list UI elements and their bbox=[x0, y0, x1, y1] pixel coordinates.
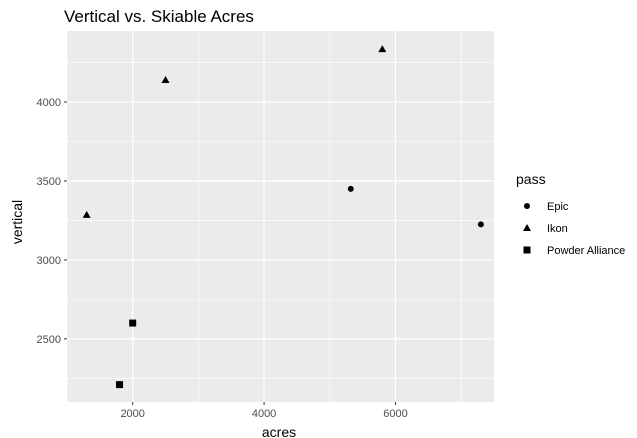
y-tick-label: 3000 bbox=[37, 255, 61, 267]
legend-title: pass bbox=[516, 171, 546, 187]
legend-label-powder-alliance: Powder Alliance bbox=[547, 245, 625, 257]
legend-label-ikon: Ikon bbox=[547, 223, 568, 235]
legend-key-epic bbox=[524, 203, 530, 209]
y-tick-label: 4000 bbox=[37, 97, 61, 109]
y-tick-label: 2500 bbox=[37, 334, 61, 346]
data-point-ikon bbox=[82, 210, 91, 218]
y-axis-label: vertical bbox=[9, 200, 25, 244]
data-point-powder-alliance bbox=[116, 381, 124, 389]
x-axis: 2000 4000 6000 bbox=[120, 402, 408, 420]
data-points bbox=[82, 45, 484, 389]
x-tick-label: 6000 bbox=[383, 408, 407, 420]
y-axis: 2500 3000 3500 4000 bbox=[37, 97, 67, 346]
data-point-epic bbox=[477, 221, 484, 228]
major-gridlines bbox=[67, 31, 494, 402]
data-point-powder-alliance bbox=[129, 319, 137, 327]
chart-title: Vertical vs. Skiable Acres bbox=[64, 7, 254, 26]
data-point-ikon bbox=[378, 45, 387, 53]
x-tick-label: 4000 bbox=[252, 408, 276, 420]
x-axis-label: acres bbox=[262, 424, 296, 438]
legend-label-epic: Epic bbox=[547, 201, 569, 213]
data-point-epic bbox=[347, 185, 354, 192]
legend: pass Epic Ikon Powder Alliance bbox=[516, 171, 625, 257]
minor-gridlines bbox=[66, 31, 494, 402]
data-point-ikon bbox=[161, 75, 170, 83]
legend-key-ikon bbox=[523, 224, 531, 231]
y-tick-label: 3500 bbox=[37, 176, 61, 188]
legend-key-powder-alliance bbox=[523, 246, 531, 254]
plot-panel bbox=[67, 31, 494, 402]
x-tick-label: 2000 bbox=[120, 408, 144, 420]
